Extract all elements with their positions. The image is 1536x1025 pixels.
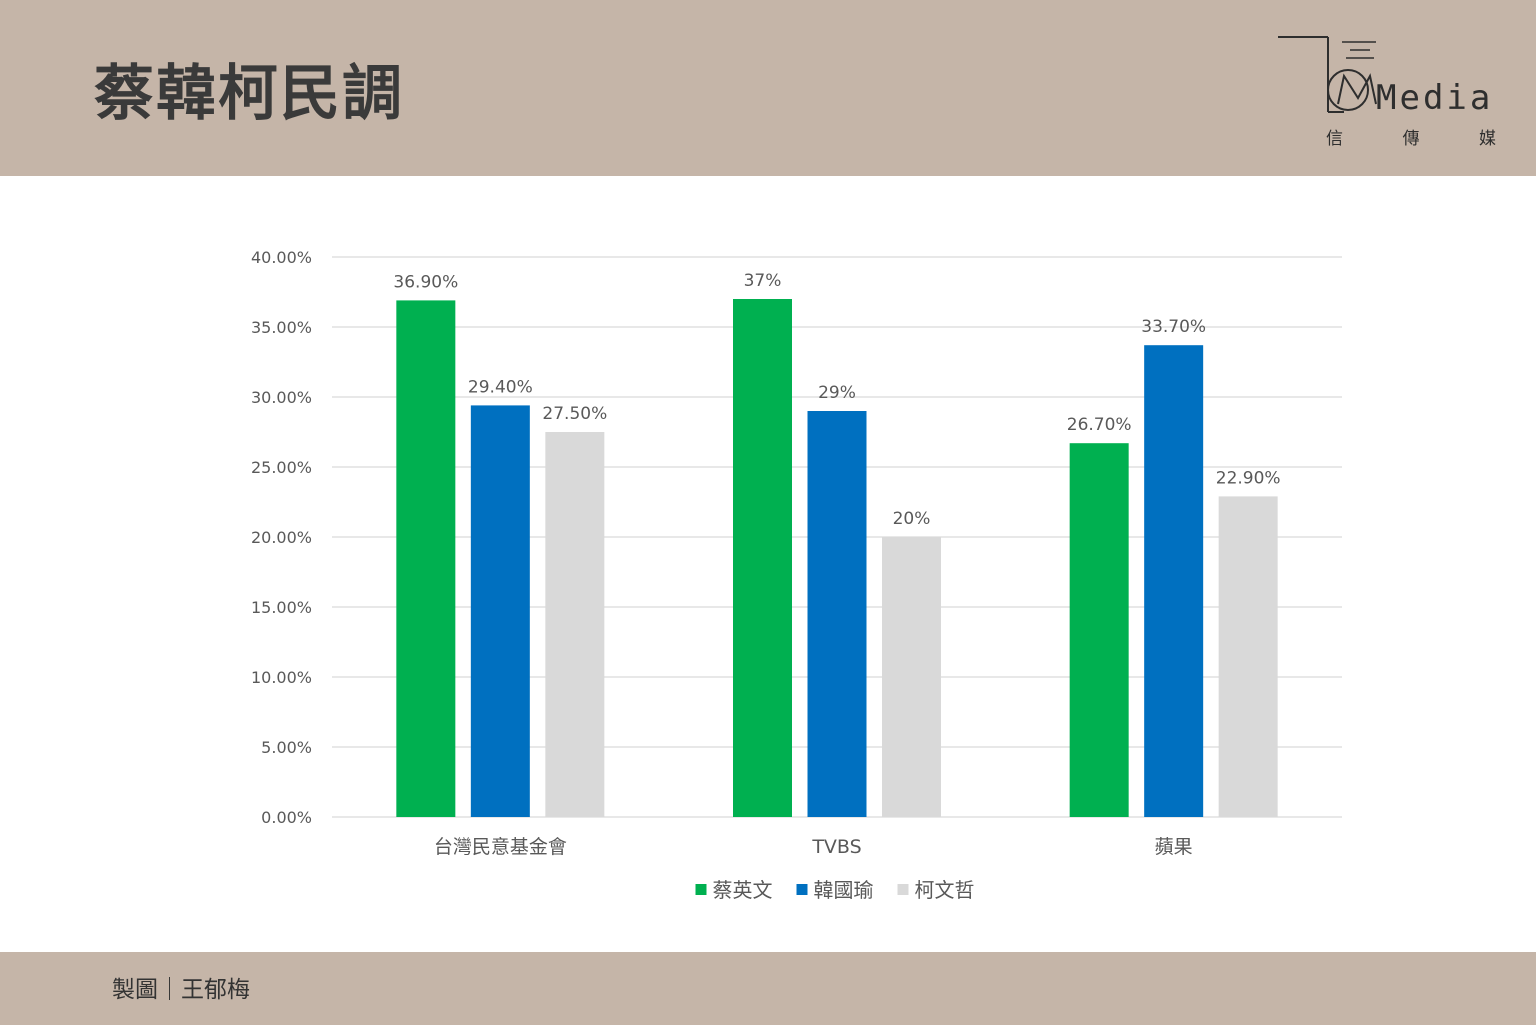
legend-swatch	[897, 884, 909, 895]
credit-text: 製圖｜王郁梅	[112, 977, 250, 1003]
y-tick-label: 40.00%	[251, 248, 312, 267]
data-label: 37%	[744, 271, 782, 291]
footer-band	[0, 952, 1536, 1025]
data-label: 29.40%	[468, 377, 533, 397]
data-label: 27.50%	[542, 404, 607, 424]
logo-subtitle-char: 信	[1326, 129, 1343, 149]
legend-swatch	[695, 884, 707, 895]
legend-label: 韓國瑜	[814, 878, 874, 902]
header-band	[0, 0, 1536, 176]
y-tick-label: 0.00%	[261, 808, 312, 827]
chart-area: 0.00% 5.00% 10.00% 15.00% 20.00% 25.00% 30.00%…	[0, 176, 1536, 952]
data-label: 36.90%	[393, 272, 458, 292]
data-label: 29%	[818, 383, 856, 403]
data-label: 33.70%	[1141, 317, 1206, 337]
x-tick-label: 蘋果	[1155, 836, 1193, 858]
y-tick-label: 30.00%	[251, 388, 312, 407]
logo-text: Media	[1376, 78, 1494, 118]
y-tick-label: 5.00%	[261, 738, 312, 757]
bar	[882, 537, 941, 817]
data-label: 22.90%	[1216, 468, 1281, 488]
page-title: 蔡韓柯民調	[94, 59, 404, 129]
bar	[1069, 443, 1129, 817]
logo-subtitle-char: 媒	[1479, 129, 1496, 149]
legend-swatch	[796, 884, 808, 895]
bar	[470, 405, 530, 817]
bar	[1218, 496, 1278, 817]
bar	[1144, 345, 1204, 817]
bar	[733, 299, 792, 817]
data-label: 26.70%	[1067, 415, 1132, 435]
bar	[807, 411, 867, 817]
media-logo-icon	[1278, 36, 1377, 113]
y-tick-label: 15.00%	[251, 598, 312, 617]
legend-label: 柯文哲	[915, 878, 975, 902]
y-tick-label: 35.00%	[251, 318, 312, 337]
y-tick-label: 10.00%	[251, 668, 312, 687]
y-tick-label: 20.00%	[251, 528, 312, 547]
x-tick-label: TVBS	[811, 836, 861, 858]
y-tick-label: 25.00%	[251, 458, 312, 477]
legend-label: 蔡英文	[713, 878, 773, 902]
logo-subtitle: 信 傳 媒	[1326, 124, 1496, 149]
bar-chart: 0.00% 5.00% 10.00% 15.00% 20.00% 25.00% 30.00%…	[251, 248, 1342, 902]
bar	[545, 432, 605, 817]
logo-subtitle-char: 傳	[1402, 129, 1420, 149]
data-label: 20%	[893, 509, 931, 529]
bar	[396, 300, 456, 817]
x-tick-label: 台灣民意基金會	[434, 836, 567, 858]
